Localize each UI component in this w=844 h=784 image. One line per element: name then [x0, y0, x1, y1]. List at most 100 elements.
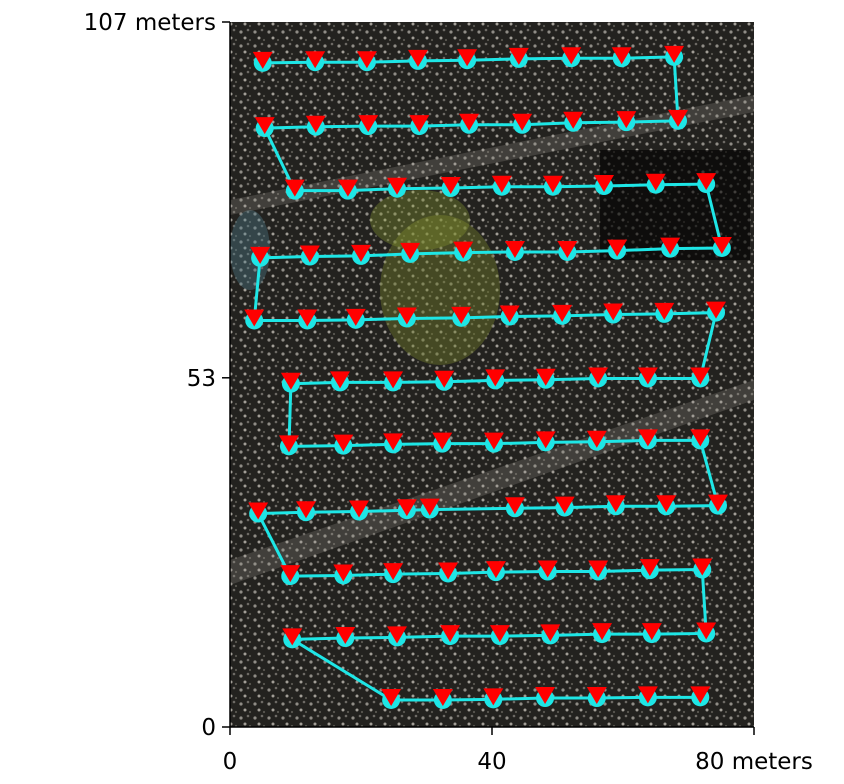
- waypoint-marker: [706, 301, 727, 319]
- waypoint-marker: [637, 686, 658, 704]
- waypoint-marker: [349, 500, 370, 518]
- waypoint-marker: [409, 115, 430, 133]
- waypoint-marker: [535, 687, 556, 705]
- waypoint-marker: [305, 115, 326, 133]
- waypoint-marker: [453, 241, 474, 259]
- waypoint-marker: [252, 51, 273, 69]
- waypoint-marker: [504, 497, 525, 515]
- waypoint-marker: [552, 304, 573, 322]
- waypoint-marker: [586, 430, 607, 448]
- waypoint-marker: [387, 626, 408, 644]
- waypoint-marker: [358, 115, 379, 133]
- waypoint-marker: [282, 628, 303, 646]
- waypoint-marker: [356, 51, 377, 69]
- waypoint-marker: [508, 47, 529, 65]
- waypoint-marker: [611, 47, 632, 65]
- waypoint-marker: [540, 624, 561, 642]
- waypoint-marker: [297, 309, 318, 327]
- waypoint-marker: [586, 687, 607, 705]
- waypoint-marker: [451, 306, 472, 324]
- waypoint-marker: [692, 558, 713, 576]
- x-tick-label: 80 meters: [695, 749, 813, 775]
- waypoint-marker: [483, 432, 504, 450]
- waypoint-marker: [690, 686, 711, 704]
- waypoint-marker: [639, 559, 660, 577]
- waypoint-marker: [333, 434, 354, 452]
- x-tick-label: 40: [477, 749, 506, 775]
- waypoint-marker: [483, 688, 504, 706]
- waypoint-marker: [396, 499, 417, 517]
- waypoint-marker: [305, 51, 326, 69]
- waypoint-marker: [535, 368, 556, 386]
- waypoint-marker: [381, 688, 402, 706]
- waypoint-marker: [419, 498, 440, 516]
- waypoint-marker: [489, 625, 510, 643]
- waypoint-marker: [278, 435, 299, 453]
- waypoint-marker: [457, 49, 478, 67]
- waypoint-marker: [337, 179, 358, 197]
- waypoint-marker: [512, 113, 533, 131]
- waypoint-marker: [594, 175, 615, 193]
- waypoint-marker: [284, 179, 305, 197]
- waypoint-marker: [535, 431, 556, 449]
- x-tick-label: 0: [223, 749, 238, 775]
- waypoint-marker: [504, 240, 525, 258]
- plot-area: [244, 45, 732, 709]
- waypoint-marker: [333, 564, 354, 582]
- waypoint-marker: [690, 367, 711, 385]
- waypoint-marker: [707, 494, 728, 512]
- waypoint-marker: [280, 565, 301, 583]
- waypoint-marker: [330, 371, 351, 389]
- waypoint-marker: [557, 240, 578, 258]
- waypoint-marker: [588, 367, 609, 385]
- waypoint-marker: [696, 622, 717, 640]
- waypoint-marker: [396, 307, 417, 325]
- waypoint-marker: [616, 111, 637, 129]
- waypoint-marker: [637, 367, 658, 385]
- waypoint-marker: [605, 495, 626, 513]
- waypoint-marker: [244, 309, 265, 327]
- waypoint-marker: [383, 371, 404, 389]
- waypoint-marker: [438, 562, 459, 580]
- waypoint-marker: [383, 563, 404, 581]
- waypoint-marker: [641, 623, 662, 641]
- waypoint-marker: [592, 623, 613, 641]
- waypoint-marker: [554, 496, 575, 514]
- flight-path: [252, 55, 724, 702]
- waypoint-marker: [432, 688, 453, 706]
- y-tick-label: 0: [201, 715, 216, 741]
- waypoint-marker: [407, 49, 428, 67]
- waypoint-marker: [280, 372, 301, 390]
- waypoint-marker: [654, 302, 675, 320]
- waypoint-marker: [299, 245, 320, 263]
- waypoint-marker: [664, 45, 685, 63]
- waypoint-marker: [542, 175, 563, 193]
- waypoint-marker: [254, 117, 275, 135]
- waypoint-marker: [440, 177, 461, 195]
- waypoint-marker: [295, 501, 316, 519]
- waypoint-marker: [459, 113, 480, 131]
- waypoint-marker: [607, 239, 628, 257]
- waypoint-marker: [485, 561, 506, 579]
- waypoint-marker: [696, 173, 717, 191]
- waypoint-marker: [660, 237, 681, 255]
- y-tick-label: 107 meters: [84, 10, 216, 36]
- waypoint-marker: [250, 246, 271, 264]
- waypoint-marker: [645, 173, 666, 191]
- waypoint-marker: [561, 47, 582, 65]
- waypoint-marker: [434, 370, 455, 388]
- waypoint-marker: [588, 560, 609, 578]
- waypoint-marker: [499, 305, 520, 323]
- waypoint-marker: [668, 109, 689, 127]
- waypoint-marker: [690, 429, 711, 447]
- waypoint-marker: [485, 369, 506, 387]
- waypoint-marker: [351, 244, 371, 262]
- waypoint-marker: [345, 308, 366, 326]
- waypoint-marker: [603, 303, 624, 321]
- waypoint-marker: [491, 175, 512, 193]
- waypoint-marker: [563, 111, 584, 129]
- waypoint-marker: [335, 627, 356, 645]
- y-tick-label: 53: [187, 366, 216, 392]
- waypoint-marker: [432, 432, 453, 450]
